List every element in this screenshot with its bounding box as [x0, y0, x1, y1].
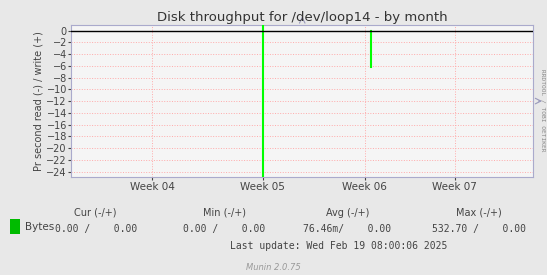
Text: Munin 2.0.75: Munin 2.0.75: [246, 263, 301, 272]
Text: 0.00 /    0.00: 0.00 / 0.00: [55, 224, 137, 234]
Text: Min (-/+): Min (-/+): [203, 208, 246, 218]
Text: Bytes: Bytes: [25, 222, 54, 232]
Text: 0.00 /    0.00: 0.00 / 0.00: [183, 224, 265, 234]
Text: 76.46m/    0.00: 76.46m/ 0.00: [303, 224, 392, 234]
Y-axis label: Pr second read (-) / write (+): Pr second read (-) / write (+): [33, 31, 44, 171]
Text: 532.70 /    0.00: 532.70 / 0.00: [432, 224, 526, 234]
Text: Max (-/+): Max (-/+): [456, 208, 502, 218]
Text: Last update: Wed Feb 19 08:00:06 2025: Last update: Wed Feb 19 08:00:06 2025: [230, 241, 448, 251]
Text: RRDTOOL / TOBI OETIKER: RRDTOOL / TOBI OETIKER: [541, 69, 546, 151]
Text: Avg (-/+): Avg (-/+): [325, 208, 369, 218]
Title: Disk throughput for /dev/loop14 - by month: Disk throughput for /dev/loop14 - by mon…: [157, 10, 447, 24]
Text: Cur (-/+): Cur (-/+): [74, 208, 117, 218]
